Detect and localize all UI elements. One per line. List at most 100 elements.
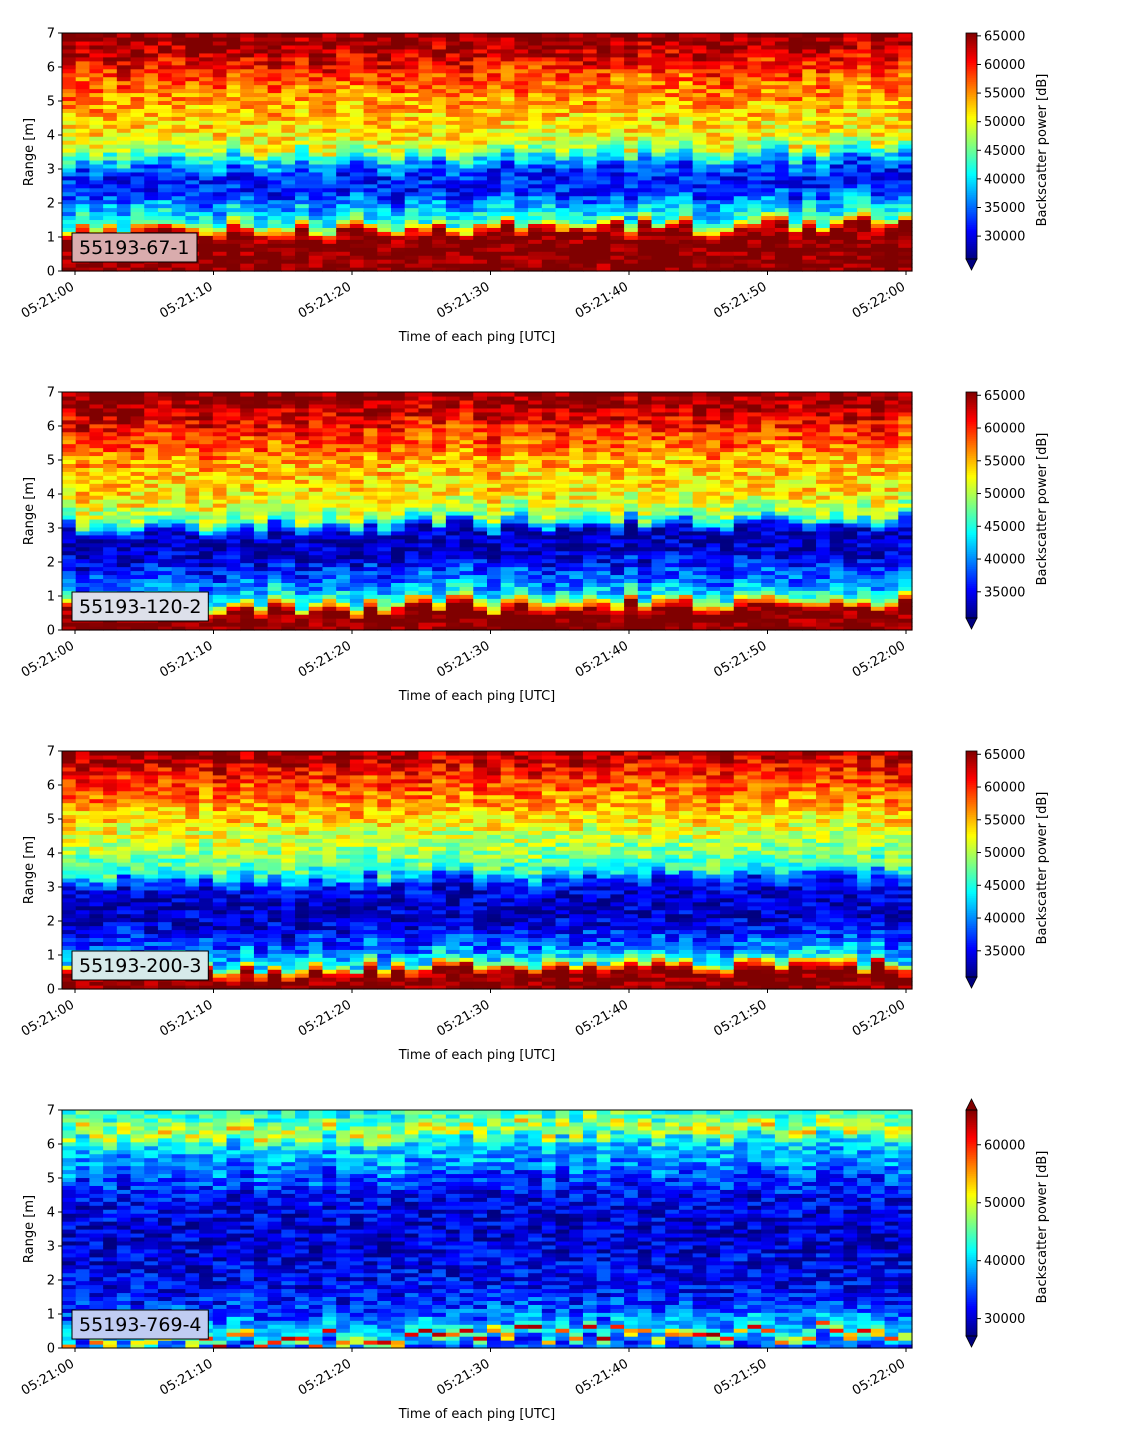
heatmap-cell bbox=[555, 108, 570, 113]
heatmap-cell bbox=[295, 395, 310, 401]
heatmap-cell bbox=[212, 499, 228, 504]
heatmap-cell bbox=[130, 558, 145, 564]
heatmap-cell bbox=[103, 534, 118, 540]
heatmap-cell bbox=[857, 68, 872, 74]
heatmap-cell bbox=[843, 187, 858, 193]
heatmap-cell bbox=[75, 223, 91, 228]
heatmap-cell bbox=[212, 622, 228, 627]
heatmap-cell bbox=[761, 211, 776, 217]
heatmap-cell bbox=[569, 239, 584, 244]
heatmap-cell bbox=[514, 167, 529, 173]
heatmap-cell bbox=[761, 167, 776, 173]
heatmap-cell bbox=[610, 259, 625, 264]
heatmap-cell bbox=[377, 183, 392, 189]
heatmap-cell bbox=[459, 108, 474, 113]
heatmap-cell bbox=[377, 36, 392, 42]
heatmap-cell bbox=[157, 40, 173, 46]
heatmap-cell bbox=[103, 191, 118, 197]
heatmap-cell bbox=[432, 171, 447, 177]
heatmap-cell bbox=[761, 116, 776, 121]
heatmap-cell bbox=[240, 88, 255, 94]
heatmap-cell bbox=[445, 108, 461, 113]
heatmap-cell bbox=[774, 243, 790, 248]
heatmap-cell bbox=[253, 586, 269, 591]
heatmap-cell bbox=[555, 120, 570, 125]
heatmap-cell bbox=[103, 499, 118, 504]
heatmap-cell bbox=[870, 239, 886, 244]
heatmap-cell bbox=[459, 33, 474, 38]
heatmap-cell bbox=[267, 610, 282, 615]
heatmap-cell bbox=[171, 223, 186, 228]
heatmap-cell bbox=[267, 211, 282, 217]
heatmap-cell bbox=[103, 152, 118, 157]
heatmap-cell bbox=[295, 622, 310, 627]
heatmap-cell bbox=[665, 167, 680, 173]
heatmap-cell bbox=[75, 507, 91, 512]
heatmap-cell bbox=[199, 554, 214, 560]
heatmap-cell bbox=[774, 259, 790, 264]
heatmap-cell bbox=[651, 227, 666, 232]
heatmap-cell bbox=[103, 68, 118, 74]
heatmap-cell bbox=[75, 159, 91, 165]
heatmap-cell bbox=[130, 148, 145, 153]
heatmap-cell bbox=[349, 144, 365, 149]
heatmap-cell bbox=[157, 199, 173, 205]
heatmap-cell bbox=[103, 439, 118, 445]
heatmap-cell bbox=[212, 427, 228, 433]
heatmap-cell bbox=[89, 36, 104, 42]
heatmap-cell bbox=[391, 52, 406, 58]
heatmap-cell bbox=[473, 207, 488, 213]
heatmap-cell bbox=[487, 155, 502, 161]
heatmap-cell bbox=[75, 112, 91, 117]
colorbar-step bbox=[966, 191, 977, 194]
heatmap-cell bbox=[89, 459, 104, 464]
heatmap-cell bbox=[870, 120, 886, 125]
heatmap-cell bbox=[624, 68, 639, 74]
heatmap-cell bbox=[185, 215, 200, 221]
heatmap-cell bbox=[75, 36, 91, 42]
heatmap-cell bbox=[898, 100, 913, 105]
heatmap-cell bbox=[295, 542, 310, 548]
heatmap-cell bbox=[637, 183, 653, 189]
heatmap-cell bbox=[212, 439, 228, 445]
heatmap-cell bbox=[432, 64, 447, 70]
heatmap-cell bbox=[802, 124, 817, 129]
heatmap-cell bbox=[377, 243, 392, 248]
heatmap-cell bbox=[870, 195, 886, 201]
heatmap-cell bbox=[363, 72, 378, 78]
heatmap-cell bbox=[267, 227, 282, 232]
heatmap-cell bbox=[528, 259, 543, 264]
heatmap-cell bbox=[185, 550, 200, 556]
heatmap-cell bbox=[116, 511, 132, 516]
heatmap-cell bbox=[62, 427, 77, 433]
heatmap-cell bbox=[802, 44, 817, 50]
heatmap-cell bbox=[157, 219, 173, 224]
heatmap-cell bbox=[308, 144, 324, 149]
heatmap-cell bbox=[473, 64, 488, 70]
heatmap-cell bbox=[253, 511, 269, 516]
heatmap-cell bbox=[75, 411, 91, 417]
heatmap-cell bbox=[185, 578, 200, 583]
heatmap-cell bbox=[212, 554, 228, 560]
heatmap-cell bbox=[336, 64, 351, 70]
heatmap-cell bbox=[185, 80, 200, 86]
heatmap-cell bbox=[349, 239, 365, 244]
heatmap-cell bbox=[253, 60, 269, 66]
heatmap-cell bbox=[308, 175, 324, 181]
heatmap-cell bbox=[678, 223, 694, 228]
colorbar-step bbox=[966, 34, 977, 38]
heatmap-cell bbox=[212, 395, 228, 401]
heatmap-cell bbox=[637, 68, 653, 74]
heatmap-cell bbox=[75, 108, 91, 113]
heatmap-cell bbox=[432, 251, 447, 256]
heatmap-cell bbox=[144, 124, 159, 129]
heatmap-cell bbox=[171, 558, 186, 564]
heatmap-cell bbox=[157, 554, 173, 560]
heatmap-cell bbox=[541, 100, 557, 105]
heatmap-cell bbox=[103, 392, 118, 397]
heatmap-cell bbox=[226, 463, 241, 468]
heatmap-cell bbox=[487, 267, 502, 272]
heatmap-cell bbox=[226, 447, 241, 453]
heatmap-cell bbox=[678, 243, 694, 248]
heatmap-cell bbox=[870, 187, 886, 193]
